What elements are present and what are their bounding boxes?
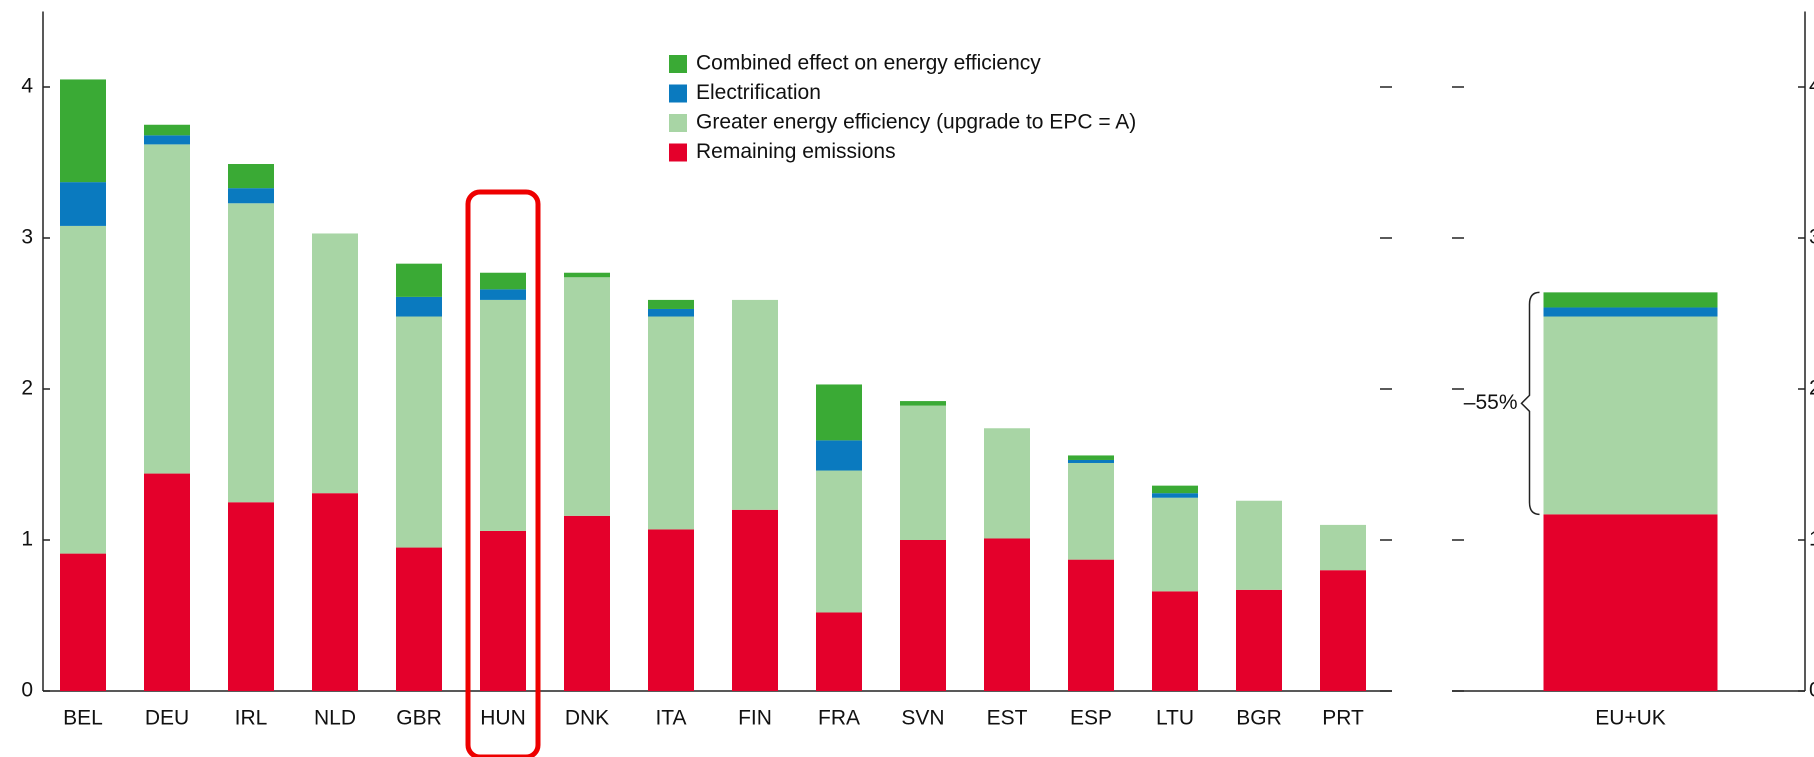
bar-segment [732,509,778,691]
x-tick-label: PRT [1322,707,1364,730]
bar-segment [1152,493,1198,498]
bar-segment [144,124,190,136]
y2-tick-label: 3 [1809,226,1814,249]
bar-segment [144,144,190,474]
y2-tick-label: 1 [1809,528,1814,551]
x-tick-label: EST [987,707,1028,730]
bar-segment [816,470,862,613]
bar-segment [1152,591,1198,691]
bar-segment [396,316,442,548]
y-tick-label: 1 [21,528,33,551]
bar-segment [1320,524,1366,571]
x-tick-label: FIN [738,707,772,730]
y-tick-label: 3 [21,226,33,249]
bar-segment [1068,559,1114,691]
bar-segment [1152,497,1198,592]
bar-segment [1543,316,1718,515]
bar-segment [1152,485,1198,494]
bar-segment [228,188,274,204]
bar-segment [816,440,862,471]
legend-label: Remaining emissions [696,140,896,163]
x-tick-label: GBR [396,707,442,730]
annotation: –55% [1464,391,1518,414]
bar-segment [312,233,358,494]
x-tick-label: DEU [145,707,189,730]
bar-segment [480,289,526,300]
x-tick-label: ESP [1070,707,1112,730]
bar-segment [396,296,442,317]
bar-segment [228,502,274,691]
bar-segment [60,553,106,691]
x-tick-label: IRL [235,707,268,730]
bar-segment [60,79,106,183]
bar-segment [1543,307,1718,317]
bar-segment [396,547,442,691]
x-tick-label: FRA [818,707,860,730]
bar-segment [732,299,778,510]
bar-segment [900,401,946,406]
bar-segment [648,529,694,691]
bar-segment [1543,514,1718,691]
legend-label: Combined effect on energy efficiency [696,52,1041,75]
bar-segment [228,164,274,189]
legend-label: Electrification [696,81,821,104]
legend-swatch [669,84,687,103]
bar-segment [144,135,190,145]
x-tick-label: NLD [314,707,356,730]
bar-segment [984,538,1030,691]
bar-segment [564,515,610,691]
bar-segment [1068,459,1114,463]
bar-segment [1236,589,1282,691]
legend-swatch [669,55,687,73]
bar-segment [60,225,106,554]
y-tick-label: 2 [21,377,33,400]
x-tick-label: LTU [1156,707,1194,730]
highlight-box [465,189,541,757]
x-tick-label: SVN [901,707,944,730]
x-tick-label: DNK [565,707,609,730]
bar-segment [648,316,694,530]
bar-segment [984,428,1030,539]
legend-swatch [669,143,687,162]
bar-segment [816,612,862,691]
x-tick-label: BEL [63,707,103,730]
x-tick-label: BGR [1236,707,1282,730]
bar-segment [564,272,610,278]
y-tick-label: 4 [21,75,33,98]
bar-segment [816,384,862,441]
bar-segment [396,263,442,297]
bar-segment [480,299,526,531]
y2-tick-label: 0 [1809,679,1814,702]
x-tick-label: EU+UK [1595,707,1666,730]
brace [1520,291,1540,516]
bar-segment [648,308,694,317]
bar-segment [900,405,946,540]
legend-swatch [669,114,687,132]
bar-segment [312,493,358,691]
bar-segment [1543,292,1718,308]
x-tick-label: ITA [655,707,686,730]
bar-segment [900,540,946,691]
bar-segment [144,473,190,691]
bar-segment [480,530,526,691]
bar-segment [60,182,106,226]
bar-segment [480,272,526,290]
bar-segment [564,277,610,516]
bar-segment [1320,570,1366,691]
y-tick-label: 0 [21,679,33,702]
x-tick-label: HUN [480,707,526,730]
bar-segment [1236,500,1282,590]
y2-tick-label: 2 [1809,377,1814,400]
bar-segment [1068,462,1114,560]
bar-segment [228,203,274,503]
bar-segment [648,299,694,309]
bar-segment [1068,455,1114,460]
y2-tick-label: 4 [1809,75,1814,98]
legend-label: Greater energy efficiency (upgrade to EP… [696,111,1136,134]
